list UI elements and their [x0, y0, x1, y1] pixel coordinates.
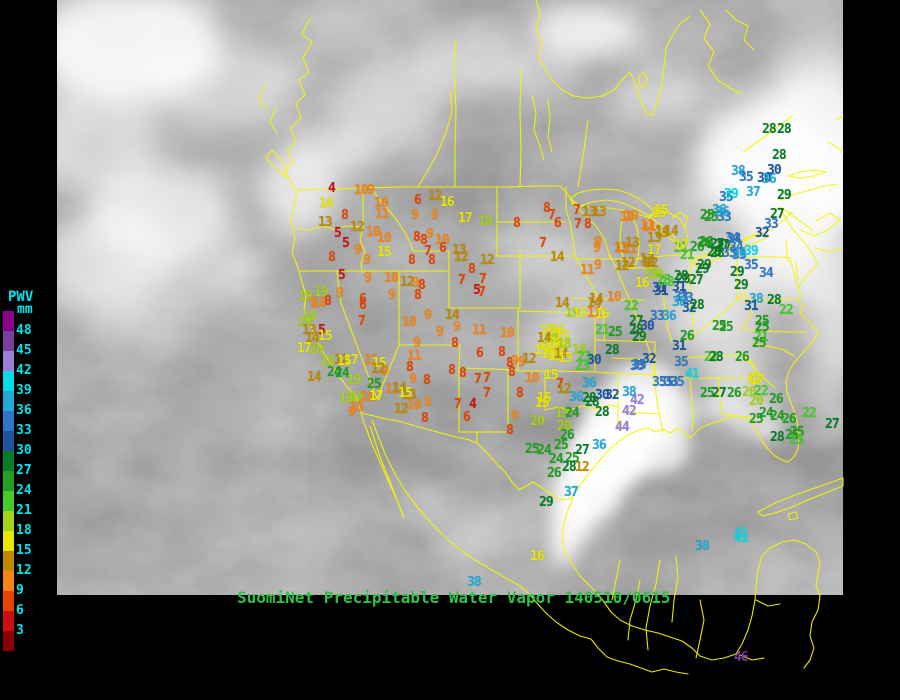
legend-tick-label: 45: [16, 343, 32, 358]
legend-tick-label: 42: [16, 363, 32, 378]
legend-tick-label: 39: [16, 383, 32, 398]
legend-tick-label: 30: [16, 443, 32, 458]
legend-unit: mm: [17, 302, 33, 317]
legend-color-block: [3, 451, 14, 471]
legend-color-block: [3, 611, 14, 631]
legend-color-block: [3, 391, 14, 411]
legend-color-block: [3, 311, 14, 331]
satellite-clouds-layer: [57, 0, 843, 595]
legend-tick-label: 6: [16, 603, 24, 618]
legend-color-block: [3, 491, 14, 511]
legend-color-block: [3, 551, 14, 571]
legend-tick-label: 18: [16, 523, 32, 538]
legend-color-block: [3, 471, 14, 491]
legend-color-block: [3, 591, 14, 611]
legend-tick-label: 9: [16, 583, 24, 598]
legend-tick-label: 15: [16, 543, 32, 558]
legend-tick-label: 24: [16, 483, 32, 498]
legend-color-block: [3, 431, 14, 451]
legend-color-block: [3, 411, 14, 431]
legend-color-block: [3, 331, 14, 351]
legend-tick-label: 36: [16, 403, 32, 418]
legend-color-block: [3, 531, 14, 551]
legend-tick-label: 21: [16, 503, 32, 518]
legend-tick-label: 27: [16, 463, 32, 478]
image-caption: SuomiNet Precipitable Water Vapor 140510…: [237, 588, 671, 607]
legend-tick-label: 33: [16, 423, 32, 438]
legend-color-block: [3, 351, 14, 371]
legend-tick-label: 3: [16, 623, 24, 638]
legend-color-block: [3, 371, 14, 391]
legend-tick-label: 48: [16, 323, 32, 338]
legend-color-block: [3, 571, 14, 591]
map-borders: [258, 0, 844, 675]
legend-tick-label: 12: [16, 563, 32, 578]
legend-color-block: [3, 631, 14, 651]
legend-color-block: [3, 511, 14, 531]
legend-title: PWV: [8, 289, 34, 305]
